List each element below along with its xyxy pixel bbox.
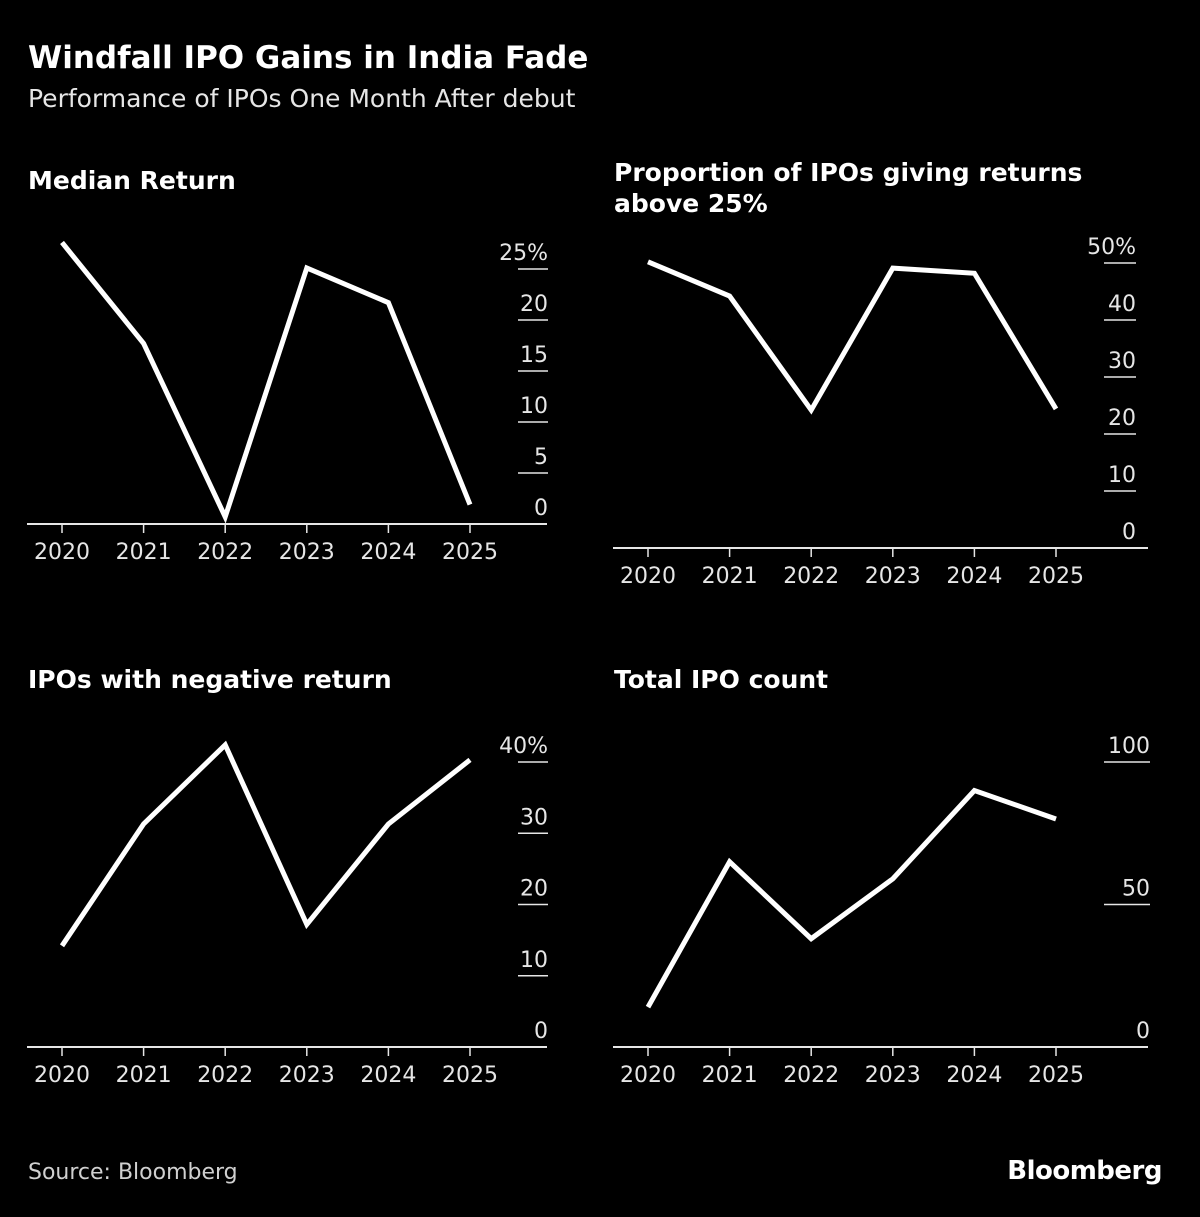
x-tick-label: 2024 bbox=[946, 564, 1002, 589]
y-tick-label: 10 bbox=[520, 394, 548, 419]
source-note: Source: Bloomberg bbox=[28, 1160, 238, 1185]
chart-subtitle: Performance of IPOs One Month After debu… bbox=[28, 84, 576, 113]
bloomberg-logo: Bloomberg bbox=[1007, 1156, 1162, 1186]
x-tick-label: 2024 bbox=[946, 1063, 1002, 1088]
y-tick-label: 5 bbox=[534, 445, 548, 470]
x-tick-label: 2022 bbox=[197, 540, 253, 565]
y-tick-label: 15 bbox=[520, 343, 548, 368]
x-tick-label: 2021 bbox=[116, 540, 172, 565]
x-tick-label: 2021 bbox=[702, 1063, 758, 1088]
y-tick-label: 20 bbox=[520, 292, 548, 317]
panel-title-negative-return: IPOs with negative return bbox=[28, 665, 392, 694]
series-line bbox=[645, 787, 1057, 1009]
x-tick-label: 2024 bbox=[360, 1063, 416, 1088]
y-tick-label: 0 bbox=[1136, 1019, 1150, 1044]
panel-title-proportion-above-25: Proportion of IPOs giving returns above … bbox=[614, 158, 1083, 218]
x-tick-label: 2021 bbox=[116, 1063, 172, 1088]
panel-title-median-return: Median Return bbox=[28, 166, 236, 195]
y-tick-label: 100 bbox=[1108, 734, 1150, 759]
y-tick-label: 25% bbox=[499, 241, 548, 266]
x-tick-label: 2025 bbox=[1028, 564, 1084, 589]
series-line bbox=[647, 259, 1059, 415]
y-tick-label: 0 bbox=[1122, 520, 1136, 545]
x-tick-label: 2020 bbox=[620, 564, 676, 589]
x-tick-label: 2020 bbox=[34, 1063, 90, 1088]
y-tick-label: 10 bbox=[520, 948, 548, 973]
y-tick-label: 20 bbox=[520, 877, 548, 902]
y-tick-label: 50% bbox=[1087, 235, 1136, 260]
chart-title: Windfall IPO Gains in India Fade bbox=[28, 40, 589, 76]
y-tick-label: 30 bbox=[1108, 349, 1136, 374]
x-tick-label: 2023 bbox=[279, 1063, 335, 1088]
x-tick-label: 2022 bbox=[197, 1063, 253, 1088]
x-tick-label: 2025 bbox=[442, 540, 498, 565]
x-tick-label: 2024 bbox=[360, 540, 416, 565]
series-line bbox=[59, 740, 472, 948]
y-tick-label: 0 bbox=[534, 496, 548, 521]
x-tick-label: 2023 bbox=[865, 564, 921, 589]
y-tick-label: 0 bbox=[534, 1019, 548, 1044]
y-tick-label: 30 bbox=[520, 805, 548, 830]
y-tick-label: 40 bbox=[1108, 292, 1136, 317]
x-tick-label: 2020 bbox=[34, 540, 90, 565]
x-tick-label: 2025 bbox=[1028, 1063, 1084, 1088]
y-tick-label: 40% bbox=[499, 734, 548, 759]
x-tick-label: 2022 bbox=[783, 564, 839, 589]
x-tick-label: 2025 bbox=[442, 1063, 498, 1088]
x-tick-label: 2023 bbox=[865, 1063, 921, 1088]
x-tick-label: 2023 bbox=[279, 540, 335, 565]
y-tick-label: 10 bbox=[1108, 463, 1136, 488]
series-line bbox=[60, 240, 473, 524]
x-tick-label: 2021 bbox=[702, 564, 758, 589]
x-tick-label: 2020 bbox=[620, 1063, 676, 1088]
y-tick-label: 20 bbox=[1108, 406, 1136, 431]
y-tick-label: 50 bbox=[1122, 877, 1150, 902]
x-tick-label: 2022 bbox=[783, 1063, 839, 1088]
panel-title-total-ipo-count: Total IPO count bbox=[614, 665, 829, 694]
